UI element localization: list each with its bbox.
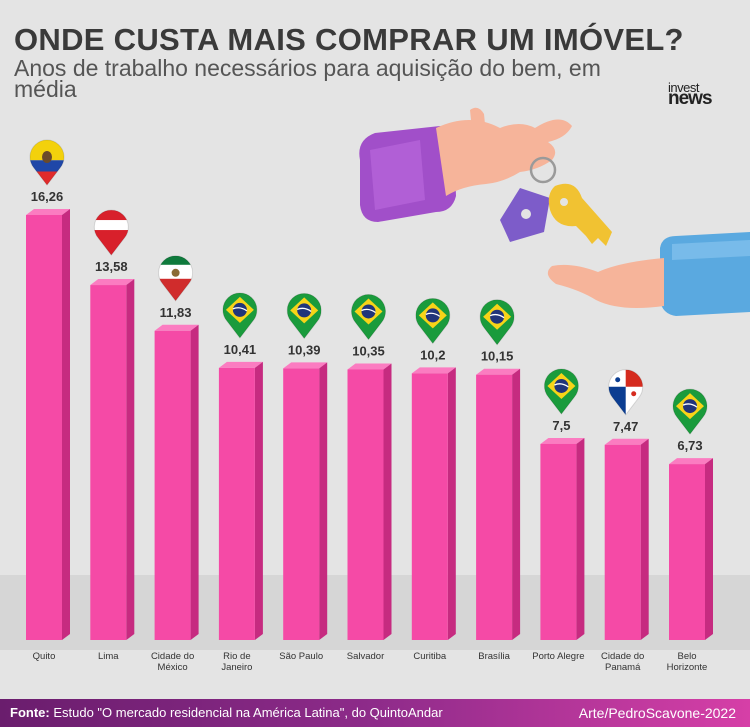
bar: [26, 209, 70, 640]
category-label: Rio de Janeiro: [221, 651, 252, 673]
value-label: 10,41: [224, 342, 257, 357]
source-label: Fonte:: [10, 705, 50, 720]
bar-side: [576, 437, 585, 640]
bar-side: [640, 438, 649, 640]
bar: [218, 361, 263, 640]
investnews-logo: invest news: [668, 80, 738, 109]
bar-chart: 16,26 13,58 11,83 10,41 10,39 10,35 10,2 10,15 7…: [0, 107, 750, 673]
category-label: Porto Alegre: [532, 651, 584, 662]
category-label: Brasília: [478, 651, 510, 662]
bar: [411, 367, 456, 640]
header: ONDE CUSTA MAIS COMPRAR UM IMÓVEL? Anos …: [0, 0, 750, 112]
logo-line-news: news: [668, 88, 713, 109]
bar: [476, 368, 521, 640]
logo-line-invest: invest: [668, 80, 699, 95]
value-label: 13,58: [95, 259, 128, 274]
bar-side: [705, 458, 713, 640]
bar: [540, 437, 585, 640]
bar-top: [347, 363, 392, 370]
bar-front: [90, 285, 127, 640]
bar-top: [669, 458, 713, 465]
flag-pin-brazil: [543, 368, 579, 415]
bar-front: [604, 444, 641, 640]
bar-front: [154, 330, 191, 640]
bar-top: [604, 438, 649, 445]
bars: [26, 209, 713, 640]
value-label: 11,83: [160, 305, 192, 320]
bar-top: [26, 209, 70, 215]
value-label: 7,5: [552, 418, 570, 433]
flag-pin-brazil: [351, 294, 386, 341]
value-label: 6,73: [677, 438, 702, 453]
value-label: 10,39: [288, 342, 321, 357]
bar-front: [283, 368, 320, 640]
category-label: Quito: [33, 651, 56, 662]
bar-top: [476, 368, 521, 375]
bar: [154, 324, 199, 640]
chart-subtitle: Anos de trabalho necessários para aquisi…: [14, 55, 601, 102]
flag-pin-brazil: [672, 388, 708, 435]
category-label: Belo Horizonte: [667, 651, 708, 673]
hands-key-illustration: [359, 107, 750, 316]
bar: [604, 438, 649, 640]
bar: [347, 363, 392, 640]
flag-pin-brazil: [415, 298, 451, 345]
bar-top: [283, 362, 328, 369]
bar-side: [512, 368, 521, 640]
bar-side: [126, 279, 135, 640]
bar-top: [411, 367, 456, 374]
bar-side: [62, 209, 70, 640]
bar-front: [669, 464, 705, 640]
art-credit: Arte/PedroScavone-2022: [578, 705, 736, 721]
bar-front: [26, 215, 62, 640]
bar-front: [476, 374, 513, 640]
bar: [669, 458, 713, 640]
flag-pin-brazil: [479, 299, 515, 346]
flag-pin-brazil: [286, 293, 322, 340]
bar-top: [90, 279, 135, 286]
bar-front: [540, 443, 577, 640]
flag-pin-panama: [608, 369, 644, 416]
category-label: Cidade do Panamá: [601, 651, 644, 673]
value-label: 10,2: [420, 347, 445, 362]
category-label: Cidade do México: [151, 651, 194, 673]
flag-pin-brazil: [222, 292, 258, 339]
category-label: Curitiba: [413, 651, 446, 662]
source-note: Fonte: Estudo "O mercado residencial na …: [10, 705, 443, 720]
bar-top: [154, 324, 199, 331]
value-label: 10,35: [352, 343, 385, 358]
bar-side: [254, 361, 263, 640]
bar: [283, 362, 328, 640]
value-label: 7,47: [613, 419, 638, 434]
bar-side: [447, 367, 456, 640]
bar-side: [319, 362, 328, 640]
chart-title: ONDE CUSTA MAIS COMPRAR UM IMÓVEL?: [14, 22, 684, 57]
category-label: Salvador: [347, 651, 385, 662]
flag-pin-ecuador: [29, 139, 65, 186]
bar-top: [218, 361, 263, 368]
bar-top: [540, 437, 585, 444]
category-label: Lima: [98, 651, 119, 662]
bar-side: [190, 324, 199, 640]
footer: Fonte: Estudo "O mercado residencial na …: [0, 699, 750, 727]
bar-front: [347, 369, 384, 640]
source-text: Estudo "O mercado residencial na América…: [49, 705, 443, 720]
value-label: 10,15: [481, 349, 514, 364]
bar-front: [411, 373, 448, 640]
bar-side: [383, 363, 392, 640]
value-labels: 16,26 13,58 11,83 10,41 10,39 10,35 10,2 10,15 7…: [31, 189, 703, 453]
category-label: São Paulo: [279, 651, 323, 662]
value-label: 16,26: [31, 189, 64, 204]
bar: [90, 279, 135, 640]
bar-front: [218, 367, 255, 640]
category-labels: Quito Lima Cidade do México Rio de Janeiro São…: [33, 651, 708, 673]
